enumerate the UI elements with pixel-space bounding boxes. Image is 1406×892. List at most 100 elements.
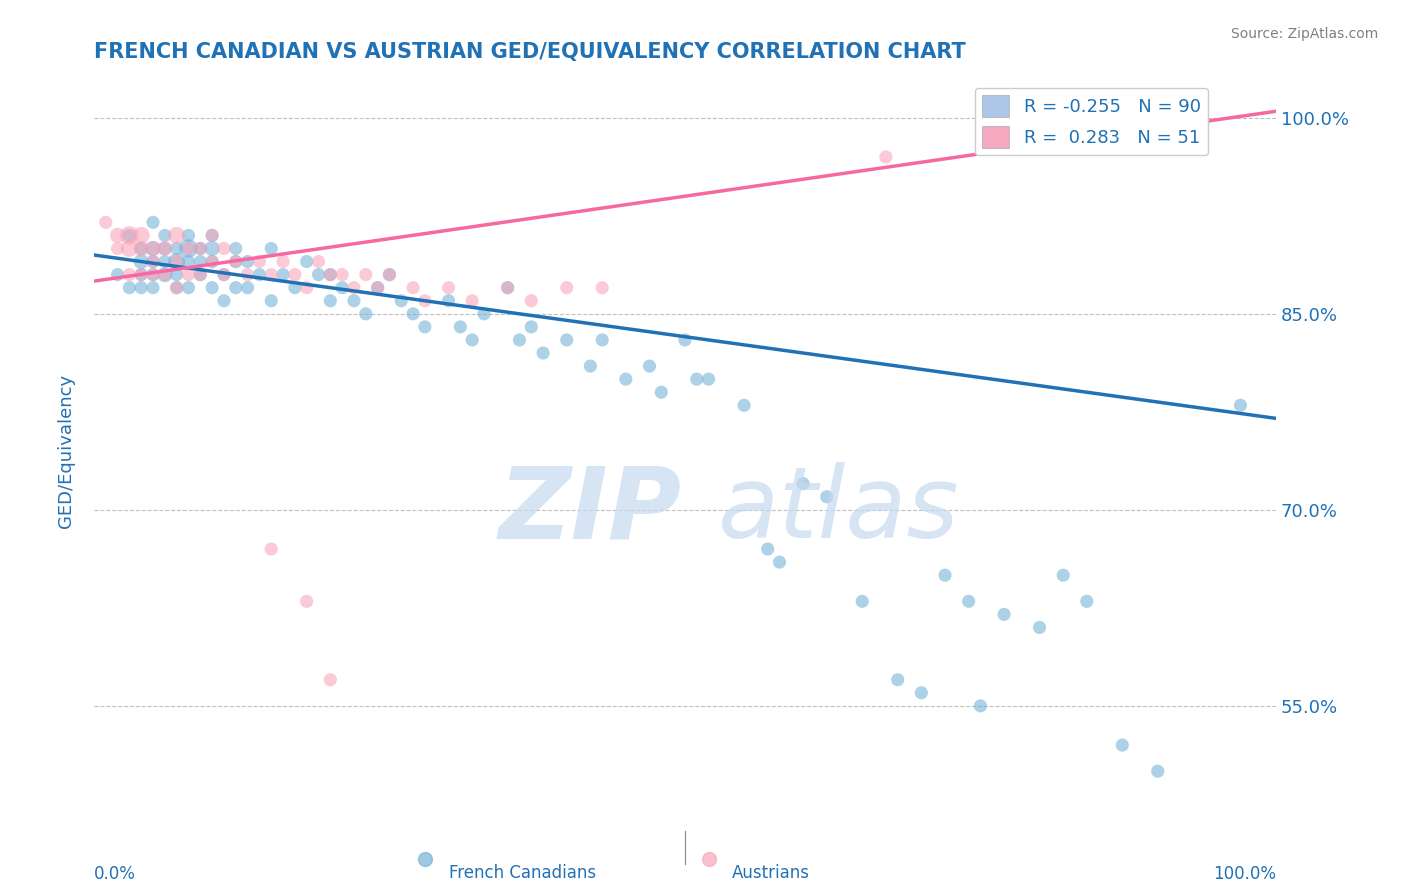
Point [236, 268, 259, 282]
Point [591, 333, 613, 347]
Point [650, 385, 672, 400]
Point [555, 333, 578, 347]
Point [343, 293, 366, 308]
Point [1052, 568, 1074, 582]
Point [212, 268, 235, 282]
Point [177, 254, 200, 268]
Point [166, 281, 188, 295]
Point [201, 254, 224, 268]
Point [142, 254, 165, 268]
Point [260, 542, 283, 557]
Point [212, 242, 235, 256]
Point [249, 268, 271, 282]
Point [201, 228, 224, 243]
Point [697, 372, 720, 386]
Text: atlas: atlas [718, 462, 959, 559]
Point [188, 242, 211, 256]
Point [107, 242, 129, 256]
Point [166, 242, 188, 256]
Point [271, 268, 294, 282]
Point [260, 268, 283, 282]
Point [201, 242, 224, 256]
Point [94, 215, 117, 229]
Point [437, 293, 460, 308]
Point [153, 228, 176, 243]
Point [166, 254, 188, 268]
Point [129, 281, 152, 295]
Point [461, 333, 484, 347]
Point [472, 307, 495, 321]
Point [153, 242, 176, 256]
Point [118, 281, 141, 295]
Point [177, 281, 200, 295]
Point [308, 254, 330, 268]
Point [201, 228, 224, 243]
Point [129, 254, 152, 268]
Point [875, 150, 897, 164]
Text: 0.0%: 0.0% [94, 865, 136, 883]
Point [260, 293, 283, 308]
Point [142, 242, 165, 256]
Point [142, 268, 165, 282]
Point [378, 268, 401, 282]
Point [188, 268, 211, 282]
Point [579, 359, 602, 373]
Point [319, 673, 342, 687]
Point [212, 293, 235, 308]
Point [142, 254, 165, 268]
Point [118, 268, 141, 282]
Point [236, 254, 259, 268]
Point [1111, 738, 1133, 752]
Point [449, 319, 471, 334]
Point [993, 607, 1015, 622]
Point [413, 319, 436, 334]
Point [330, 281, 353, 295]
Point [295, 254, 318, 268]
Point [969, 698, 991, 713]
Point [177, 268, 200, 282]
Point [153, 268, 176, 282]
Point [508, 333, 530, 347]
Point [201, 281, 224, 295]
Point [354, 307, 377, 321]
Point [319, 293, 342, 308]
Point [129, 268, 152, 282]
Point [153, 242, 176, 256]
Point [225, 281, 247, 295]
Point [249, 254, 271, 268]
Point [271, 254, 294, 268]
Point [910, 686, 932, 700]
Point [343, 281, 366, 295]
Point [354, 268, 377, 282]
Point [177, 242, 200, 256]
Point [177, 228, 200, 243]
Point [957, 594, 980, 608]
Point [107, 268, 129, 282]
Text: 100.0%: 100.0% [1213, 865, 1277, 883]
Point [129, 228, 152, 243]
Point [367, 281, 389, 295]
Point [225, 254, 247, 268]
Legend: R = -0.255   N = 90, R =  0.283   N = 51: R = -0.255 N = 90, R = 0.283 N = 51 [974, 87, 1208, 155]
Point [851, 594, 873, 608]
Point [437, 281, 460, 295]
Point [1146, 764, 1168, 779]
Point [188, 254, 211, 268]
Point [212, 268, 235, 282]
Point [153, 254, 176, 268]
Point [129, 242, 152, 256]
Text: Source: ZipAtlas.com: Source: ZipAtlas.com [1230, 27, 1378, 41]
Point [177, 242, 200, 256]
Point [673, 333, 696, 347]
Point [118, 228, 141, 243]
Point [129, 242, 152, 256]
Point [531, 346, 554, 360]
Point [295, 281, 318, 295]
Point [378, 268, 401, 282]
Point [118, 228, 141, 243]
Text: French Canadians: French Canadians [449, 864, 596, 882]
Point [496, 281, 519, 295]
Point [236, 281, 259, 295]
Point [1076, 594, 1098, 608]
Point [614, 372, 637, 386]
